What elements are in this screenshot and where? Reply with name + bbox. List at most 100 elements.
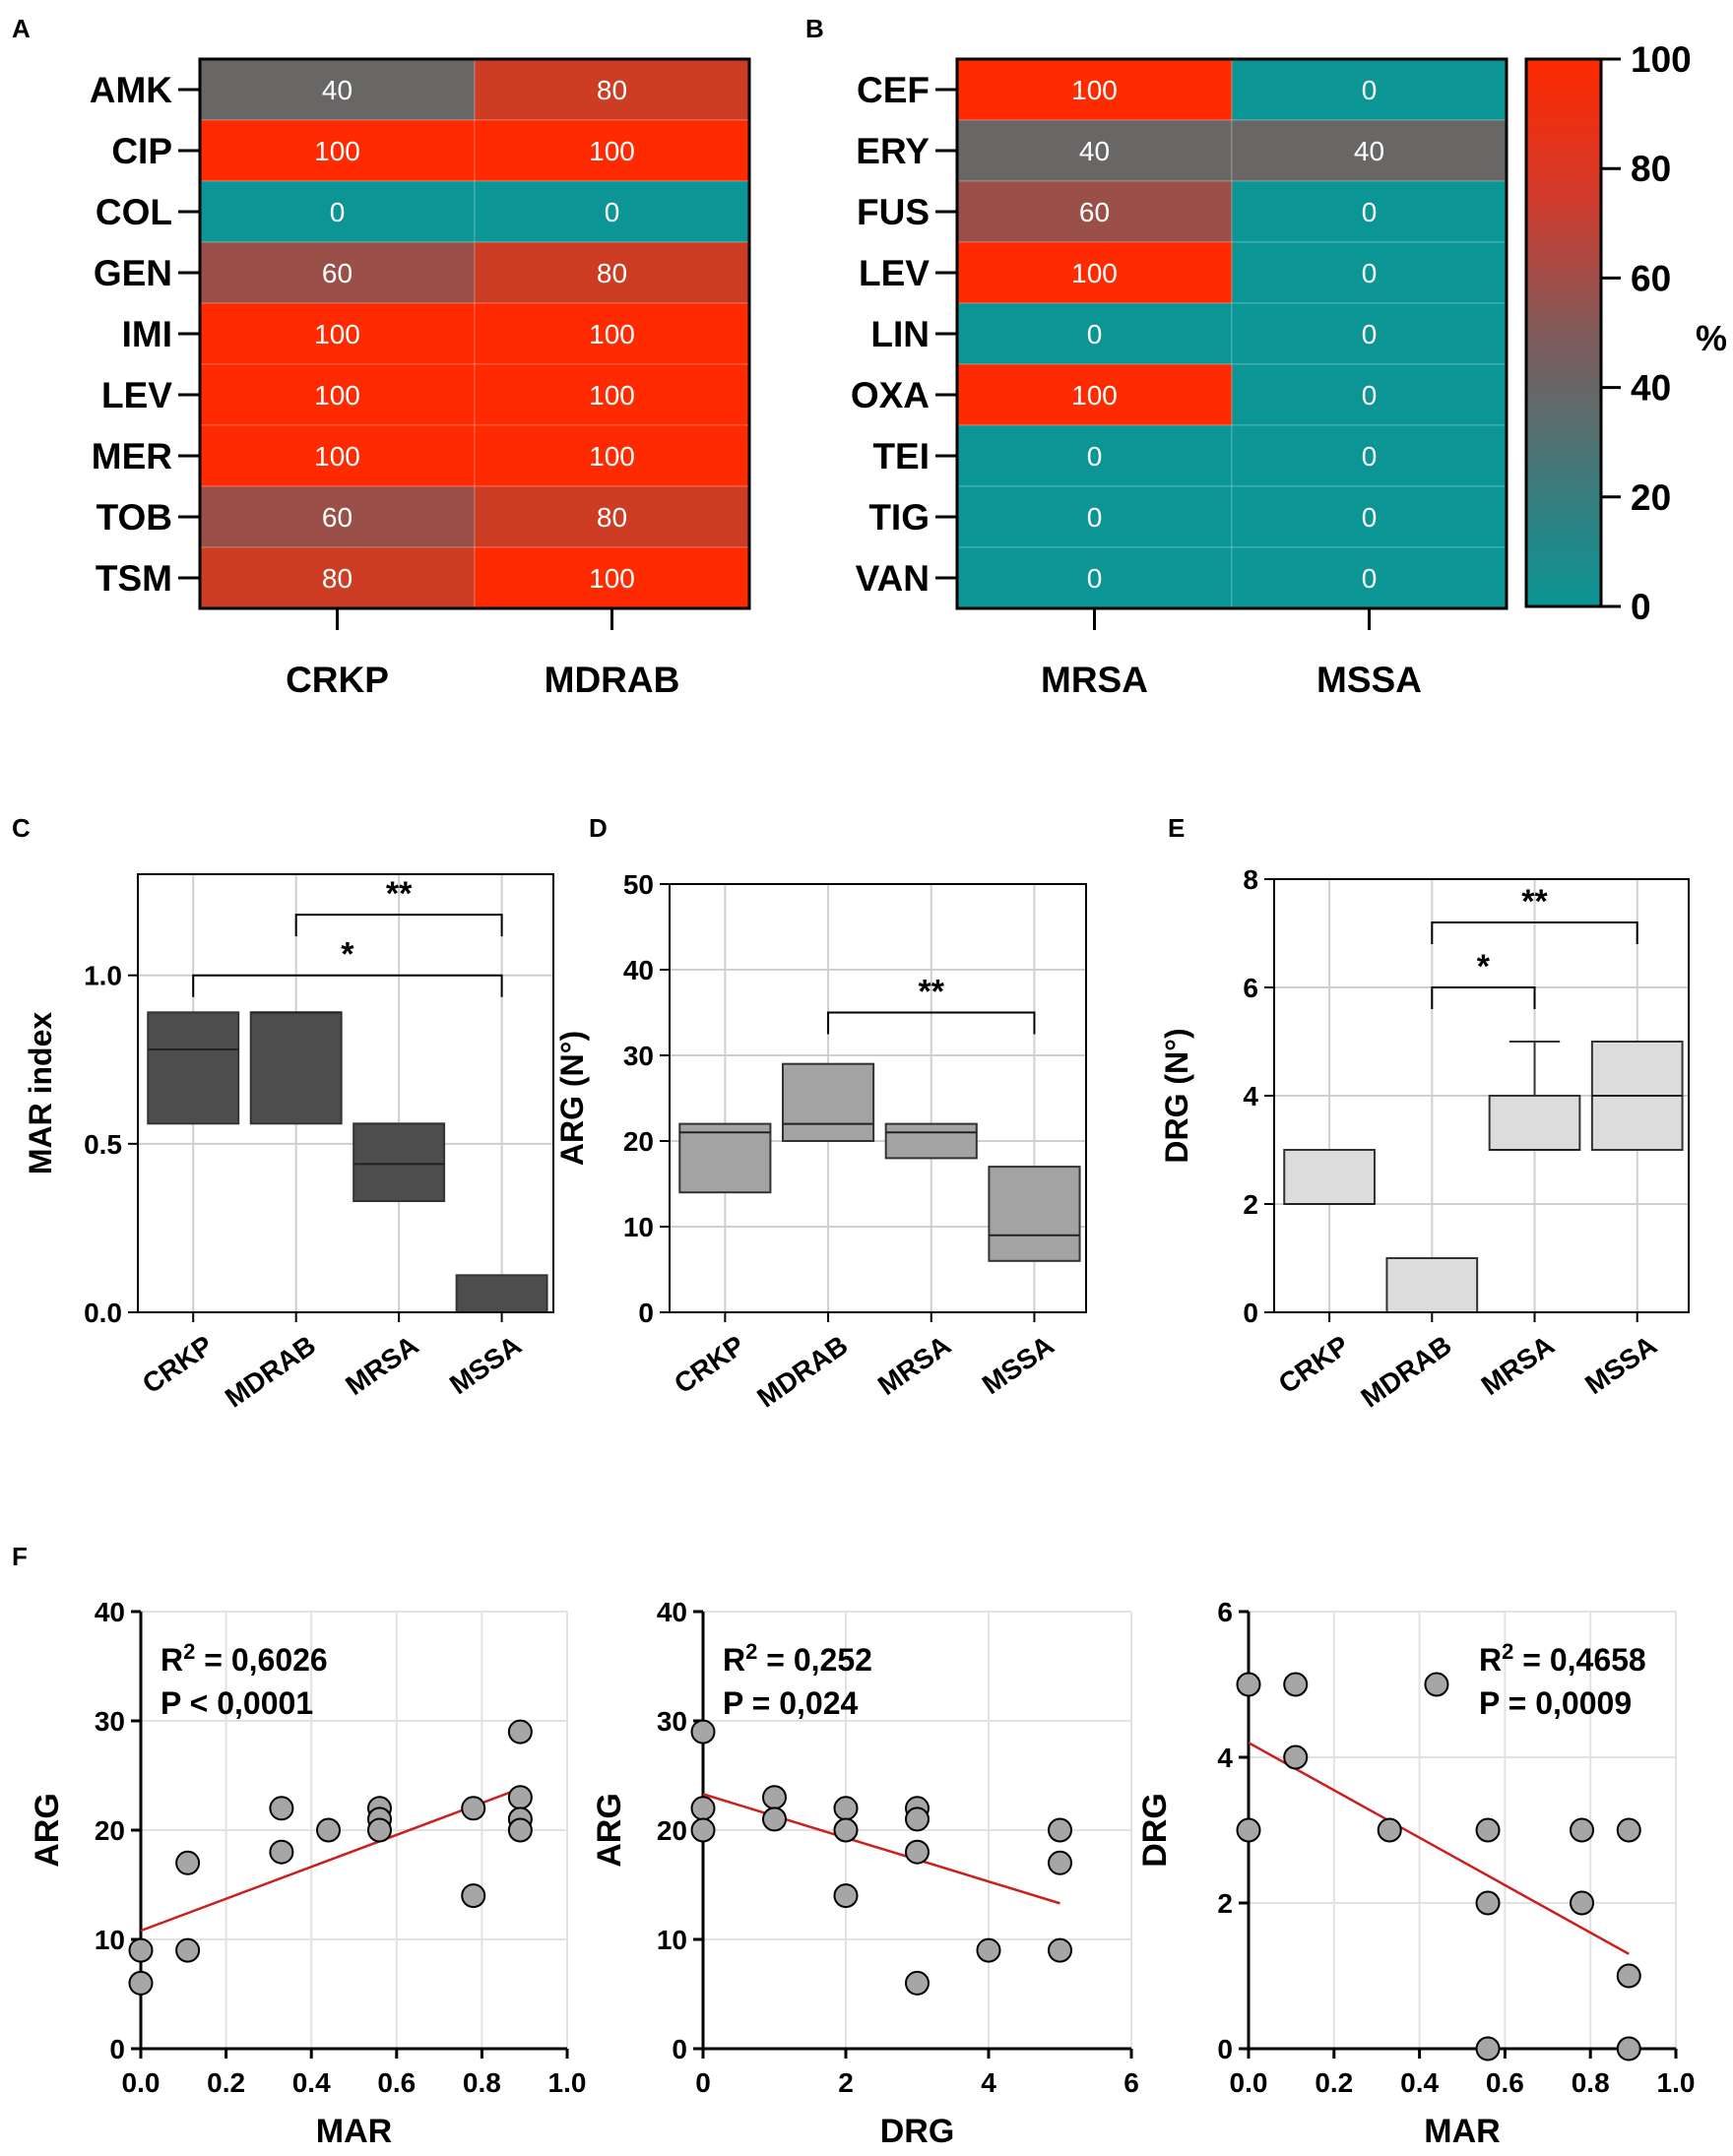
heatmap-cell <box>1231 241 1508 304</box>
y-tick-label: 20 <box>623 1126 654 1157</box>
scatter-point <box>905 1970 930 1996</box>
significance-bracket <box>294 914 503 937</box>
y-tick-label: 0 <box>672 2034 687 2064</box>
y-axis-label: DRG <box>1136 1793 1174 1868</box>
row-label: LIN <box>870 314 930 354</box>
y-tick-label: 0 <box>1217 2034 1233 2064</box>
cell-value-label: 80 <box>322 563 353 594</box>
x-tick-label: MDRAB <box>220 1330 321 1414</box>
colorbar-tick-label: 0 <box>1631 587 1651 627</box>
x-tick-label: 0.0 <box>122 2067 160 2098</box>
x-tick-label: 0.6 <box>1486 2067 1524 2098</box>
y-tick-label: 10 <box>657 1925 687 1955</box>
y-tick-label: 2 <box>1217 1888 1233 1919</box>
y-tick-label: 6 <box>1217 1597 1233 1627</box>
x-tick-label: 0.8 <box>463 2067 501 2098</box>
y-tick-label: 0 <box>109 2034 125 2064</box>
y-tick-label: 8 <box>1243 864 1258 895</box>
row-label: COL <box>96 192 172 232</box>
x-tick-label: MSSA <box>444 1330 527 1401</box>
x-tick-label: MSSA <box>1579 1330 1662 1401</box>
box <box>884 1122 978 1160</box>
box <box>1385 1257 1479 1313</box>
y-tick-label: 30 <box>657 1706 687 1737</box>
heatmap-cell <box>199 58 476 121</box>
y-axis-label: ARG <box>29 1793 66 1868</box>
scatter-panel-f3: 0 2 4 6 0.0 0.2 0.4 0.6 0.8 1.0 MAR DRG R2 = 0,4658 P… <box>1136 1597 1695 2150</box>
x-axis-label: MAR <box>1424 2113 1500 2150</box>
heatmap-cell <box>1231 119 1508 182</box>
cell-value-label: 0 <box>1362 75 1378 105</box>
scatter-point <box>128 1970 154 1996</box>
y-tick-label: 4 <box>1217 1743 1233 1773</box>
plot-frame <box>669 883 1087 1313</box>
cell-value-label: 100 <box>589 441 635 472</box>
x-tick-label: MSSA <box>977 1330 1059 1401</box>
heatmap-cell <box>1231 58 1508 121</box>
cell-value-label: 0 <box>1362 319 1378 349</box>
heatmap-cell <box>474 58 750 121</box>
significance-label: ** <box>386 875 413 913</box>
x-axis-label: MAR <box>316 2113 392 2150</box>
heatmap-cell <box>199 485 476 548</box>
y-axis-label: DRG (N°) <box>1159 1028 1194 1163</box>
x-tick-label: MRSA <box>1476 1330 1560 1402</box>
cell-value-label: 100 <box>1071 75 1118 105</box>
y-tick-label: 40 <box>657 1597 687 1627</box>
x-tick-label: 0.4 <box>292 2067 331 2098</box>
cell-value-label: 40 <box>1354 136 1384 166</box>
p-value-label: P < 0,0001 <box>160 1685 313 1721</box>
x-tick-label: CRKP <box>137 1330 219 1400</box>
cell-value-label: 80 <box>597 502 627 533</box>
x-tick-label: 0.6 <box>377 2067 416 2098</box>
r-squared-label: R2 = 0,6026 <box>160 1639 328 1678</box>
scatter-point <box>1616 1817 1641 1843</box>
cell-value-label: 0 <box>1362 502 1378 533</box>
y-tick-label: 0 <box>638 1298 654 1328</box>
y-tick-label: 2 <box>1243 1189 1258 1220</box>
y-tick-label: 0.5 <box>84 1129 122 1160</box>
y-tick-label: 6 <box>1243 973 1258 1003</box>
heatmap-cell <box>199 424 476 487</box>
box <box>455 1274 548 1314</box>
p-value-label: P = 0,024 <box>723 1685 859 1721</box>
significance-label: * <box>341 936 354 974</box>
column-label: CRKP <box>286 660 389 700</box>
colorbar-tick-label: 40 <box>1631 368 1671 409</box>
y-axis-label: ARG <box>591 1793 628 1868</box>
x-tick-label: 0.0 <box>1230 2067 1268 2098</box>
x-tick-label: 6 <box>1123 2067 1139 2098</box>
row-label: VAN <box>856 558 930 599</box>
heatmap-frame <box>955 57 1508 610</box>
panel-label-f: F <box>12 1542 28 1571</box>
row-label: LEV <box>101 375 172 415</box>
scatter-point <box>269 1796 294 1821</box>
scatter-point <box>833 1817 859 1843</box>
cell-value-label: 0 <box>605 197 620 227</box>
significance-bracket <box>1431 986 1536 1009</box>
cell-value-label: 40 <box>322 75 353 105</box>
scatter-point <box>1570 1890 1595 1916</box>
column-label: MDRAB <box>545 660 680 700</box>
box <box>781 1062 875 1142</box>
box <box>249 1011 343 1125</box>
y-tick-label: 10 <box>623 1212 654 1242</box>
scatter-point <box>461 1796 486 1821</box>
y-tick-label: 0.0 <box>84 1298 122 1328</box>
x-tick-label: CRKP <box>669 1330 750 1400</box>
cell-value-label: 0 <box>1087 563 1103 594</box>
box <box>1283 1149 1376 1205</box>
heatmap-cell <box>1231 485 1508 548</box>
cell-value-label: 40 <box>1079 136 1110 166</box>
heatmap-panel-a: A 40 80 AMK 100 100 CIP 0 0 COL 60 80 GEN 100 100 IMI 1… <box>12 14 751 700</box>
cell-value-label: 80 <box>597 258 627 288</box>
box <box>353 1122 446 1203</box>
cell-value-label: 0 <box>1362 197 1378 227</box>
panel-label-c: C <box>12 813 31 843</box>
heatmap-cell <box>199 546 476 609</box>
cell-value-label: 100 <box>314 319 360 349</box>
scatter-point <box>1048 1937 1072 1963</box>
scatter-point <box>1475 2036 1501 2061</box>
scatter-point <box>1424 1672 1449 1697</box>
